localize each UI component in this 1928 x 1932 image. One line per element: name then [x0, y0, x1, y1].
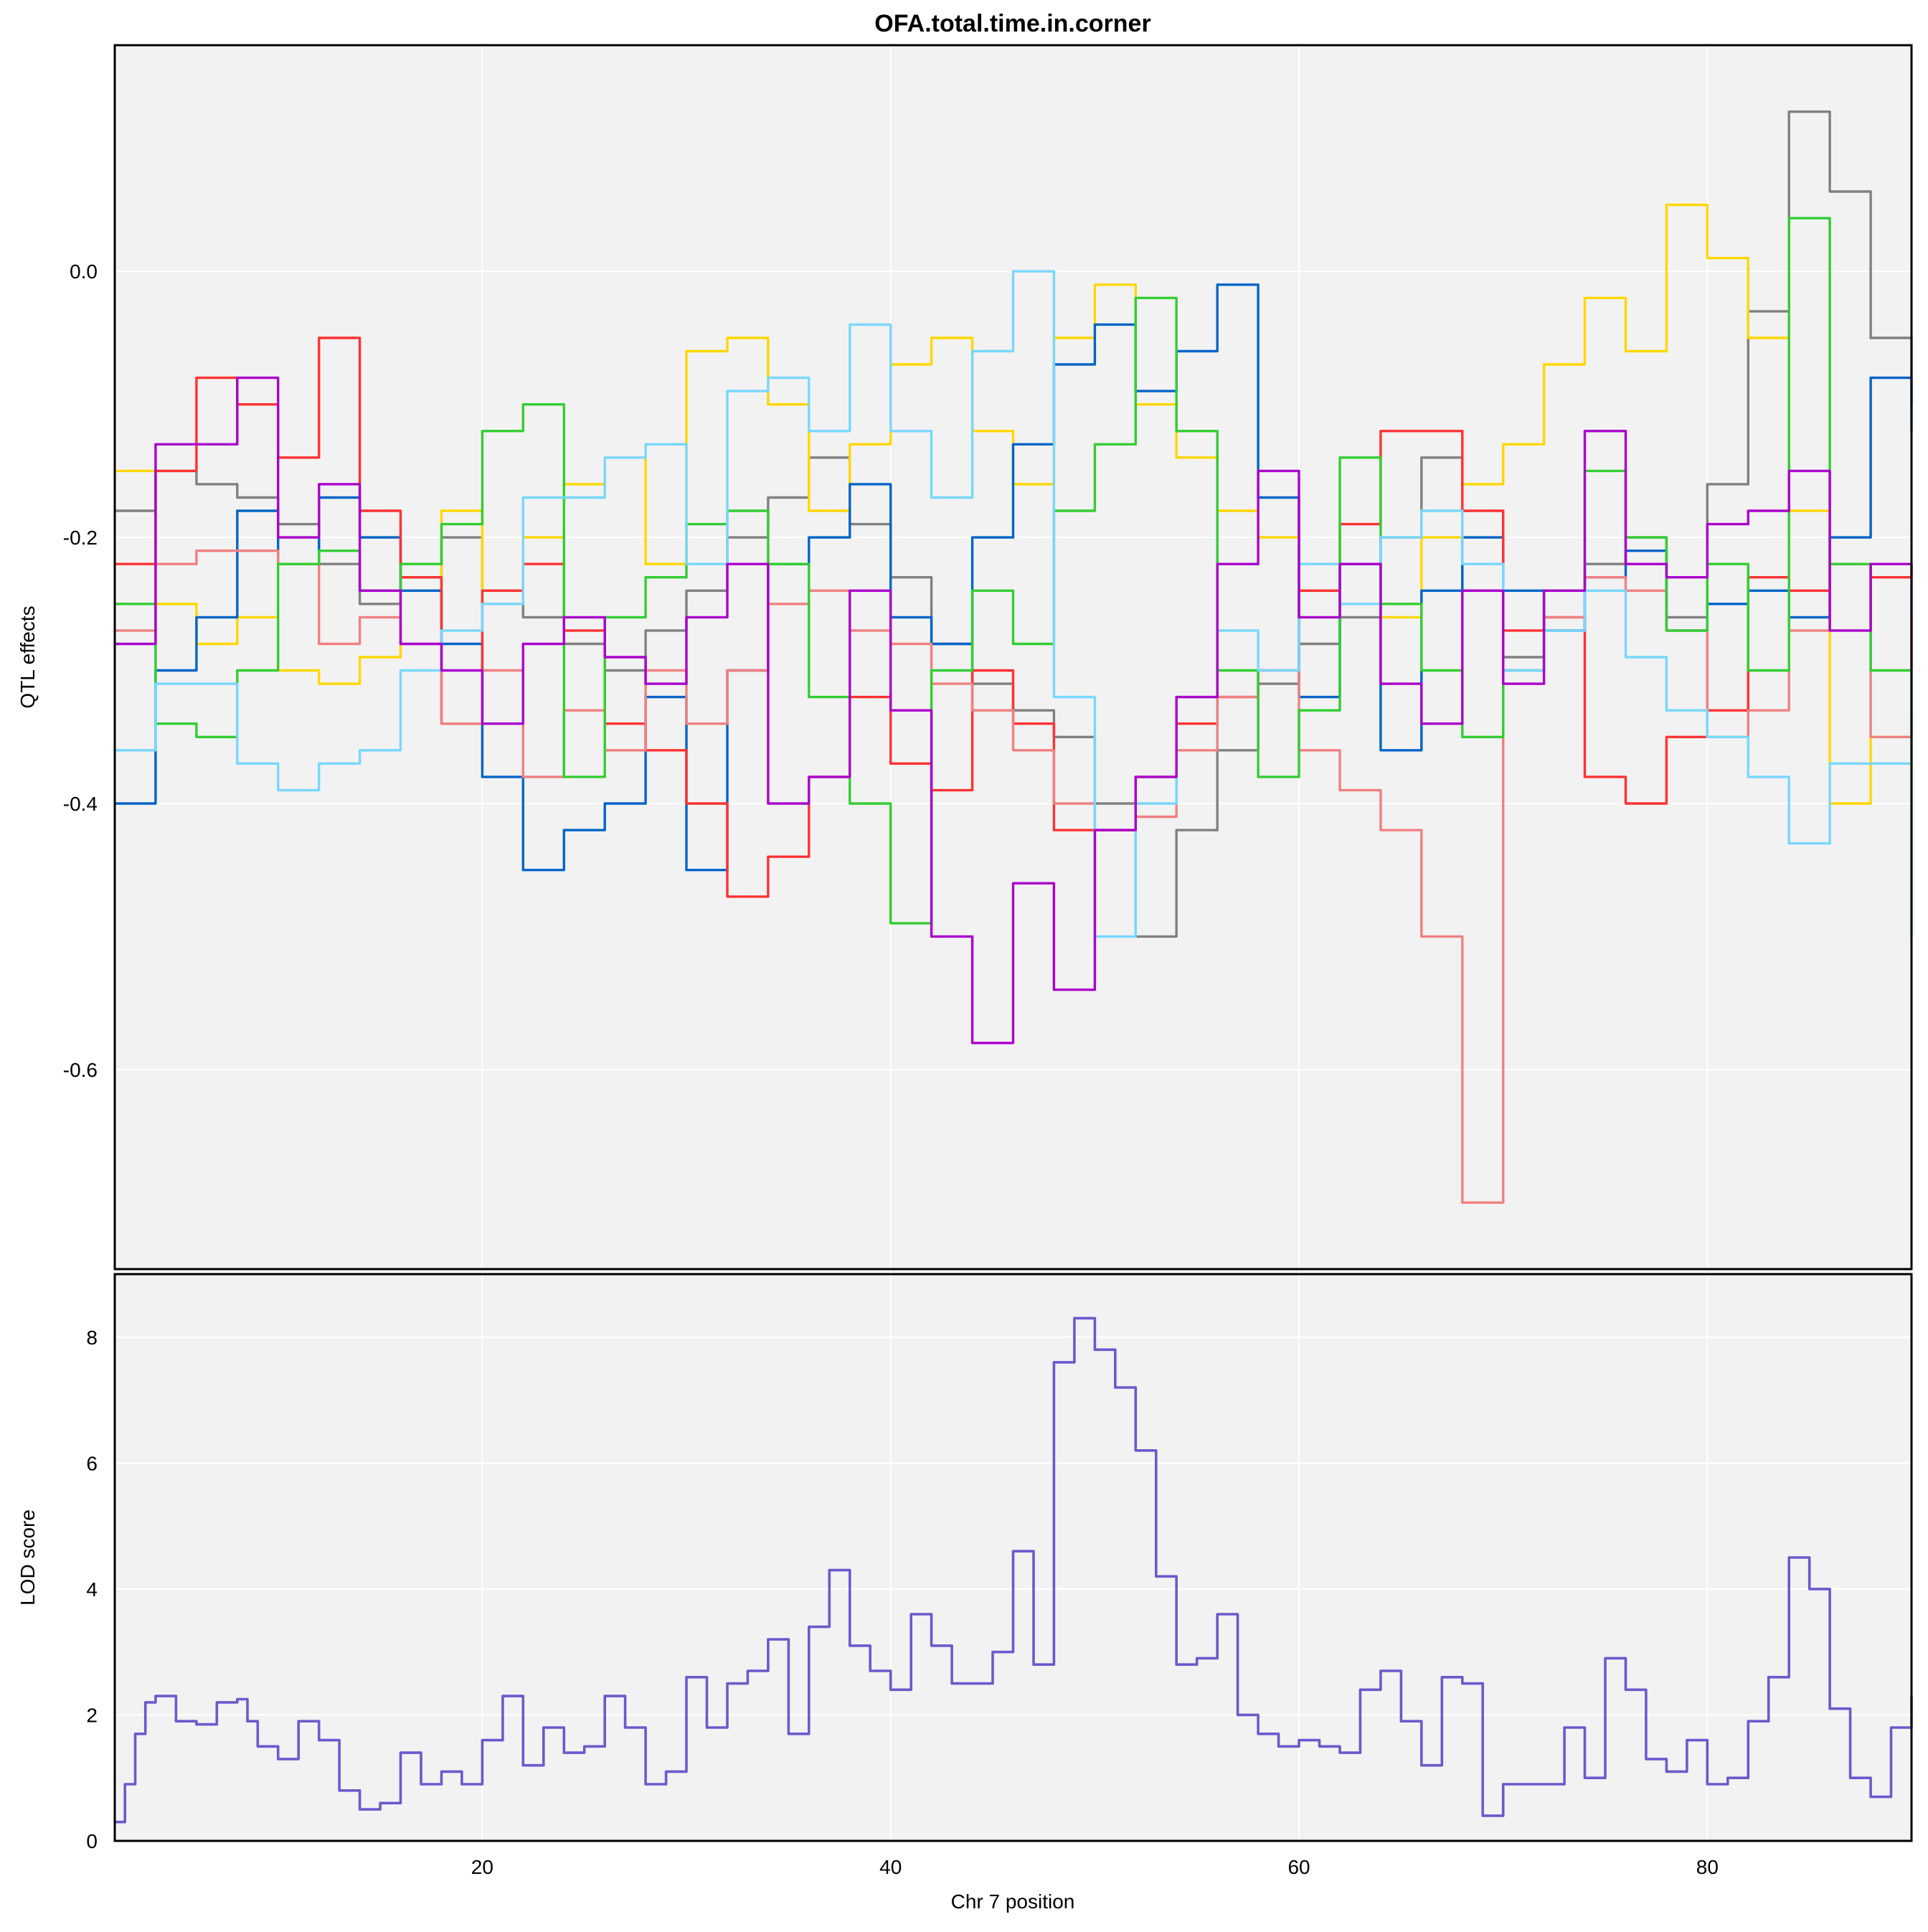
lod-frame — [113, 1273, 1913, 1842]
x-tick-label: 80 — [1696, 1856, 1719, 1878]
y-axis-label-lod-score: LOD score — [16, 1509, 39, 1606]
series-line-blue — [115, 283, 1913, 872]
y-tick-label: -0.4 — [63, 793, 98, 815]
series-line-red — [115, 336, 1913, 898]
y-tick-label: -0.6 — [63, 1059, 98, 1081]
qtl-effects-panel: 0.0 -0.2 -0.4 -0.6 QTL effects — [16, 44, 1913, 1271]
y-tick-label: 2 — [86, 1704, 98, 1726]
chart-title: OFA.total.time.in.corner — [874, 10, 1150, 37]
qtl-effects-frame — [113, 44, 1913, 1271]
y-tick-label: 6 — [86, 1452, 98, 1474]
y-axis-label-qtl-effects: QTL effects — [16, 605, 39, 708]
lod-panel: 0 2 4 6 8 20 40 60 80 LOD score Chr 7 position — [16, 1273, 1913, 1913]
x-tick-label: 40 — [879, 1856, 902, 1878]
qtl-effects-plot-background — [115, 45, 1912, 1269]
series-line-purple — [115, 376, 1913, 1045]
series-line-LOD — [115, 1316, 1913, 1824]
x-axis-ticks: 20 40 60 80 — [471, 1856, 1719, 1878]
lod-y-ticks: 0 2 4 6 8 — [86, 1327, 98, 1852]
qtl-effects-y-ticks: 0.0 -0.2 -0.4 -0.6 — [63, 260, 98, 1081]
qtl-effects-series — [115, 110, 1913, 1204]
x-axis-label: Chr 7 position — [951, 1890, 1075, 1913]
x-tick-label: 20 — [471, 1856, 493, 1878]
y-tick-label: 0 — [86, 1830, 98, 1852]
y-tick-label: -0.2 — [63, 527, 98, 549]
x-tick-label: 60 — [1287, 1856, 1310, 1878]
y-tick-label: 4 — [86, 1578, 98, 1601]
y-tick-label: 0.0 — [70, 260, 98, 283]
y-tick-label: 8 — [86, 1327, 98, 1349]
lod-series — [115, 1316, 1913, 1824]
series-line-salmon — [115, 550, 1913, 1204]
